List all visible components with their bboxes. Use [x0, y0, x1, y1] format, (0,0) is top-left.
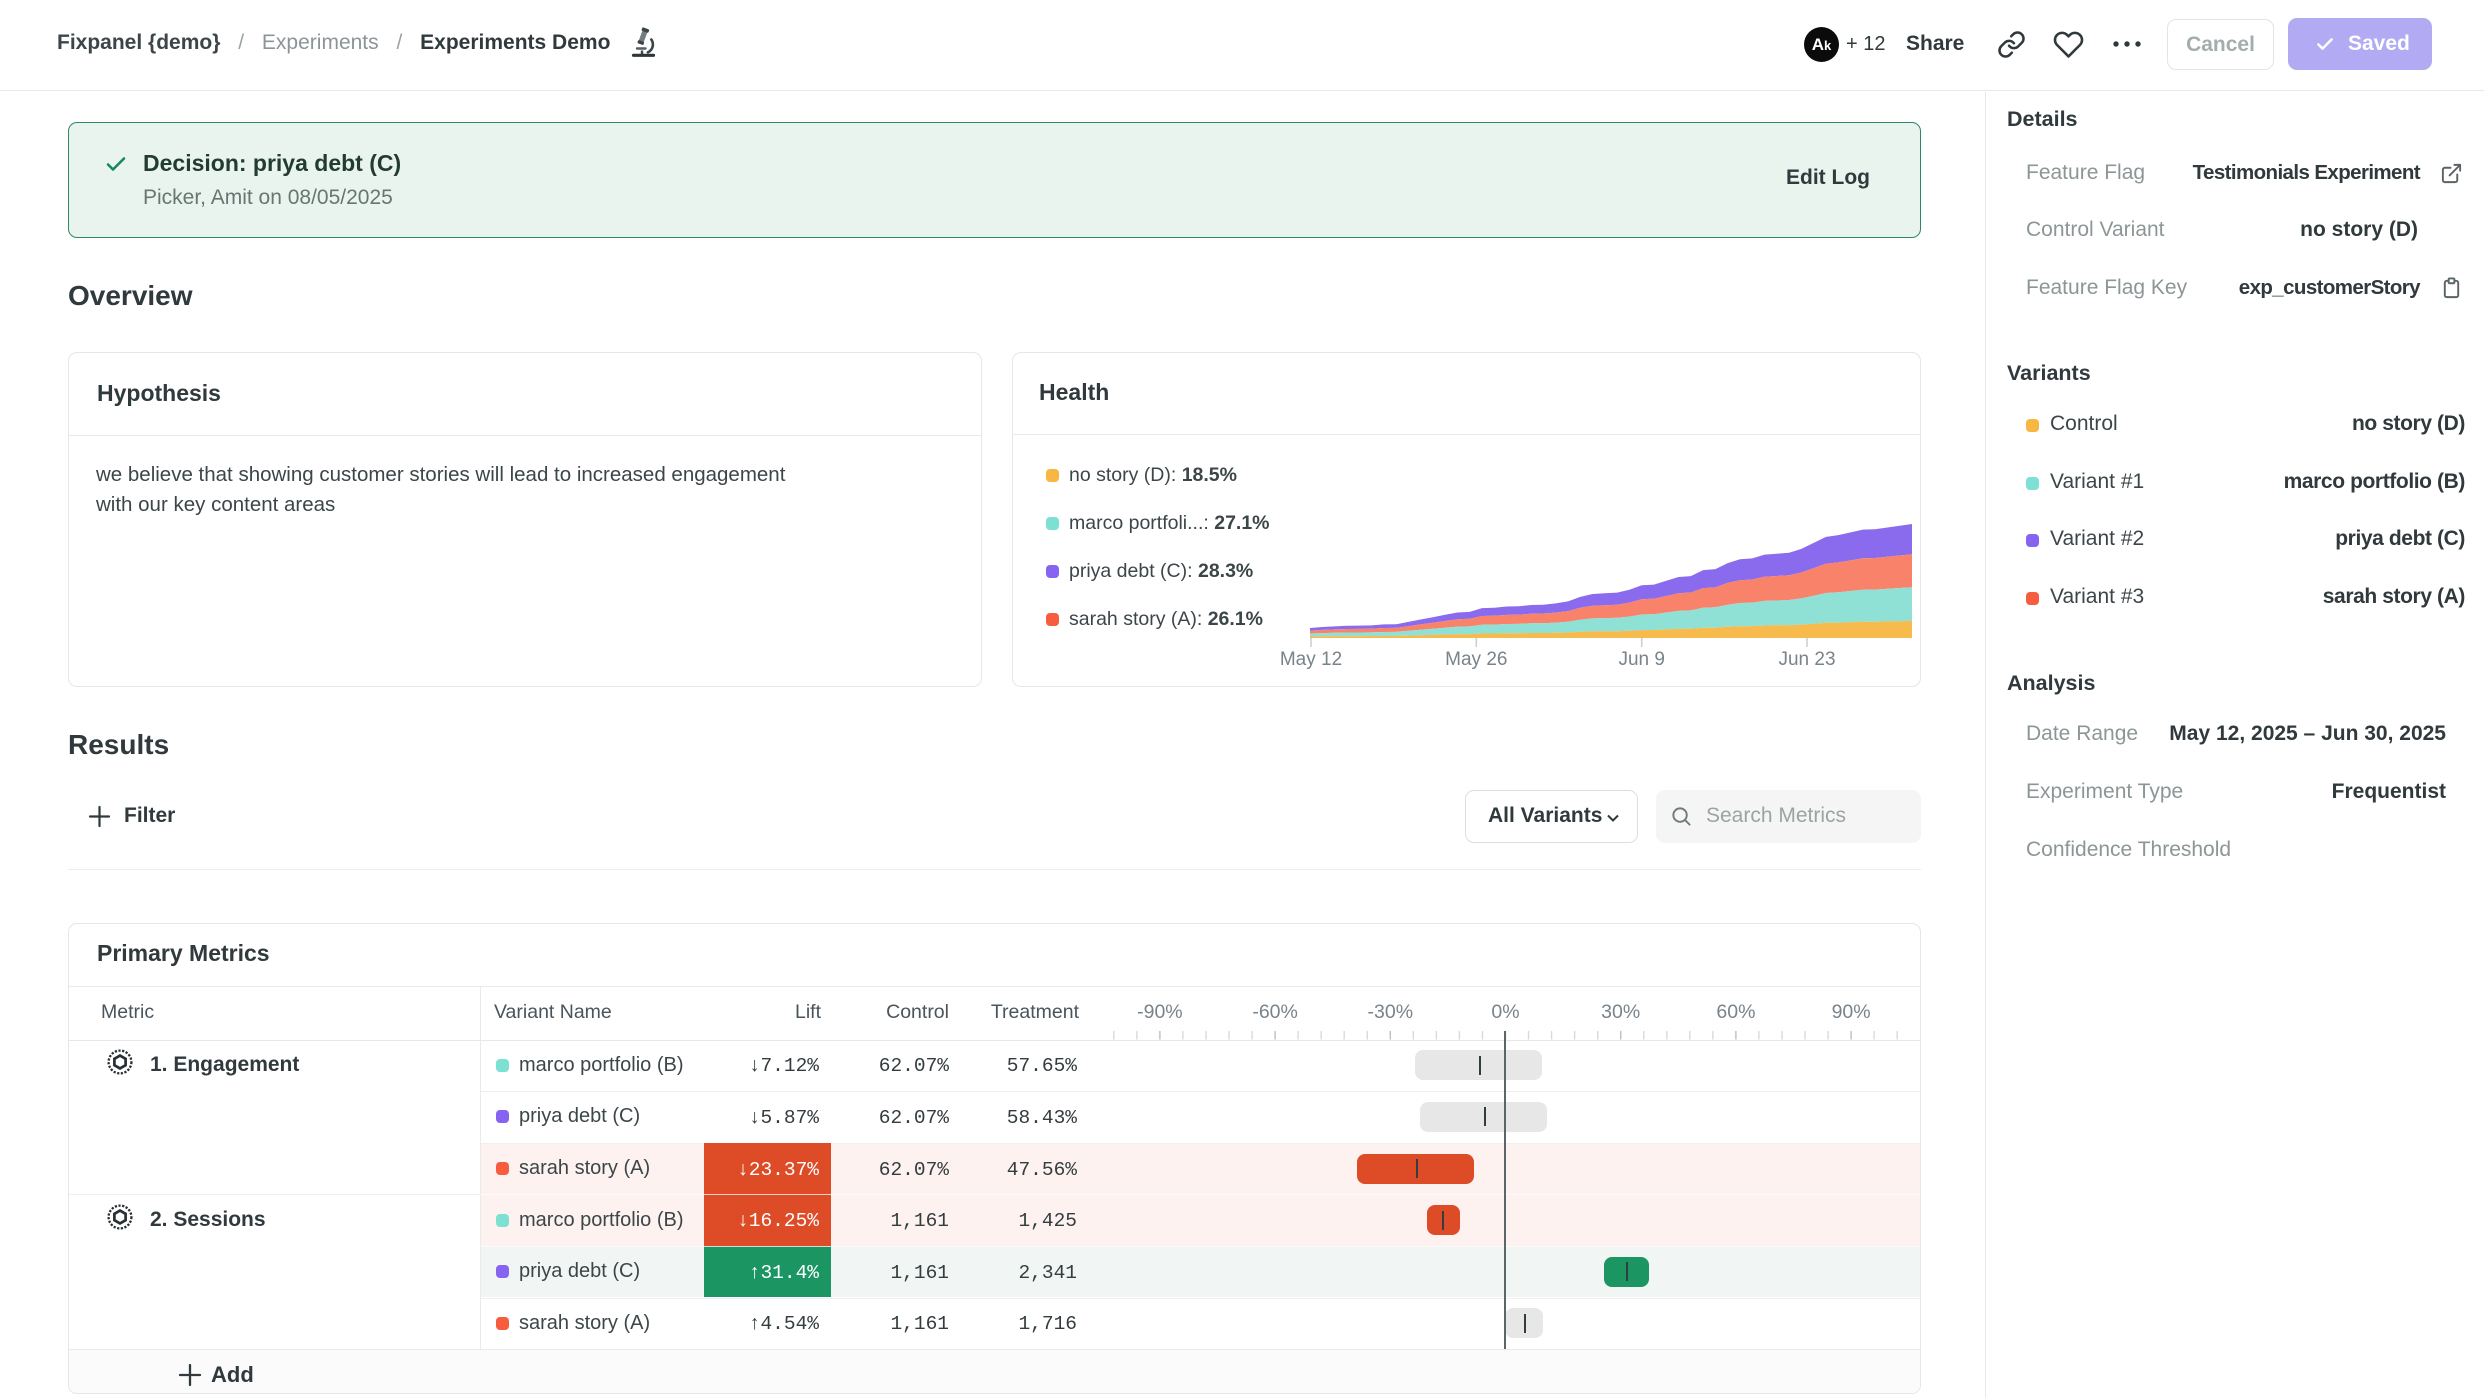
svg-text:May 26: May 26	[1445, 649, 1507, 670]
svg-text:Jun 23: Jun 23	[1778, 649, 1835, 670]
svg-text:May 12: May 12	[1280, 649, 1342, 670]
svg-text:Jun 9: Jun 9	[1618, 649, 1664, 670]
